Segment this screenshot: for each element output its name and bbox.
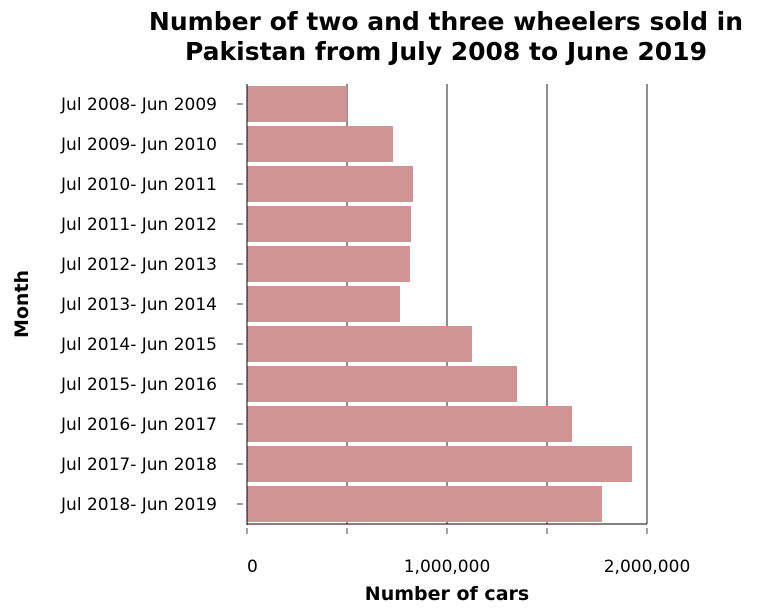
bar-9: Jul 2017- Jun 2018: 1925000 — [247, 446, 632, 482]
y-tick-label-7: Jul 2015- Jun 2016 — [60, 375, 217, 395]
y-tick-label-5: Jul 2013- Jun 2014 — [60, 295, 217, 315]
bar-10: Jul 2018- Jun 2019: 1775000 — [247, 486, 602, 522]
bars: Jul 2008- Jun 2009: 500000 Jul 2009- Jun … — [247, 86, 632, 522]
x-axis-title: Number of cars — [365, 583, 529, 605]
y-tick-label-10: Jul 2018- Jun 2019 — [60, 495, 217, 515]
y-tick-label-8: Jul 2016- Jun 2017 — [60, 415, 217, 435]
bar-5: Jul 2013- Jun 2014: 765000 — [247, 286, 400, 322]
y-tick-label-9: Jul 2017- Jun 2018 — [60, 455, 217, 475]
x-tick-labels: 0 1,000,000 2,000,000 — [247, 557, 690, 577]
axes — [237, 84, 648, 534]
bar-6: Jul 2014- Jun 2015: 1125000 — [247, 326, 472, 362]
y-tick-label-6: Jul 2014- Jun 2015 — [60, 335, 217, 355]
bar-3: Jul 2011- Jun 2012: 820000 — [247, 206, 411, 242]
y-tick-label-0: Jul 2008- Jun 2009 — [60, 95, 217, 115]
y-tick-labels: Jul 2008- Jun 2009 Jul 2009- Jun 2010 Jul … — [60, 95, 217, 515]
bar-8: Jul 2016- Jun 2017: 1625000 — [247, 406, 572, 442]
y-tick-label-1: Jul 2009- Jun 2010 — [60, 135, 217, 155]
bar-0: Jul 2008- Jun 2009: 500000 — [247, 86, 347, 122]
chart-title-line-1: Number of two and three wheelers sold in — [149, 7, 743, 36]
y-tick-label-2: Jul 2010- Jun 2011 — [60, 175, 217, 195]
bar-2: Jul 2010- Jun 2011: 830000 — [247, 166, 413, 202]
x-tick-label-0: 0 — [247, 557, 258, 577]
x-tick-label-2: 2,000,000 — [604, 557, 691, 577]
bar-7: Jul 2015- Jun 2016: 1350000 — [247, 366, 517, 402]
chart-title-line-2: Pakistan from July 2008 to June 2019 — [185, 37, 707, 66]
y-axis-title: Month — [11, 270, 33, 338]
y-tick-label-4: Jul 2012- Jun 2013 — [60, 255, 217, 275]
x-tick-label-1: 1,000,000 — [404, 557, 491, 577]
y-tick-label-3: Jul 2011- Jun 2012 — [60, 215, 217, 235]
bar-1: Jul 2009- Jun 2010: 730000 — [247, 126, 393, 162]
bar-4: Jul 2012- Jun 2013: 815000 — [247, 246, 410, 282]
